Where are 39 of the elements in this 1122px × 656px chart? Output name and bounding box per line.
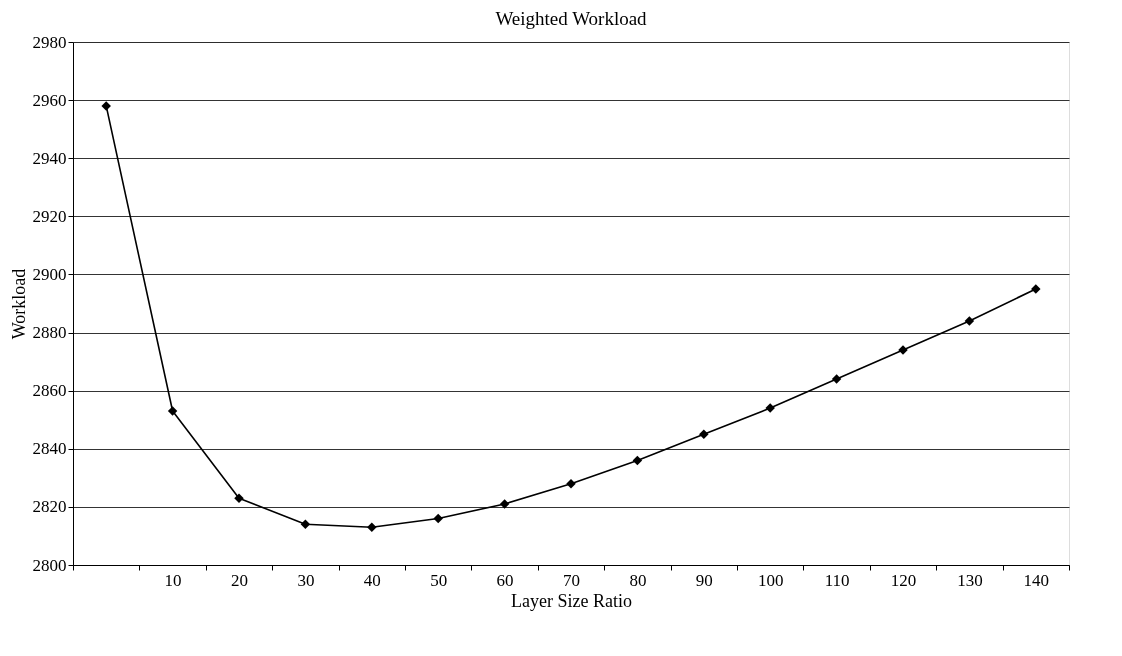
y-tick-label: 2840 <box>32 439 67 459</box>
point <box>964 316 975 326</box>
y-tick-label: 2920 <box>32 206 67 226</box>
point <box>699 429 709 439</box>
point <box>367 522 377 532</box>
x-tick-label: 90 <box>695 570 713 590</box>
x-tick-label: 130 <box>957 570 983 590</box>
y-tick-label: 2900 <box>32 264 67 284</box>
x-tick-label: 50 <box>430 570 448 590</box>
x-tick-label: 30 <box>297 570 315 590</box>
x-tick-label: 140 <box>1023 570 1050 590</box>
point <box>433 513 443 524</box>
point <box>632 455 643 466</box>
x-axis-title: Layer Size Ratio <box>511 590 632 611</box>
y-tick-label: 2940 <box>32 148 67 168</box>
y-tick-label: 2800 <box>32 555 67 575</box>
x-tick-label: 60 <box>496 570 514 590</box>
x-tick-label: 80 <box>629 570 647 590</box>
x-tick-label: 100 <box>757 570 784 590</box>
point <box>101 101 111 111</box>
x-tick-label: 40 <box>363 570 381 590</box>
x-tick-label: 10 <box>164 570 182 590</box>
y-tick-label: 2980 <box>32 32 67 52</box>
y-tick-label: 2880 <box>32 323 67 343</box>
point <box>300 519 311 530</box>
x-tick-label: 110 <box>824 570 850 590</box>
point <box>167 406 178 416</box>
point <box>765 403 775 413</box>
point <box>566 478 576 489</box>
point <box>499 499 510 509</box>
x-tick-label: 70 <box>563 570 580 590</box>
chart-title: Weighted Workload <box>495 8 648 29</box>
x-tick-label: 120 <box>890 570 917 590</box>
y-tick-label: 2820 <box>32 497 67 517</box>
y-axis-title: Workload <box>8 268 29 340</box>
point <box>831 374 842 384</box>
y-tick-label: 2960 <box>32 90 67 110</box>
y-tick-label: 2860 <box>32 381 67 401</box>
x-tick-label: 20 <box>231 570 248 590</box>
